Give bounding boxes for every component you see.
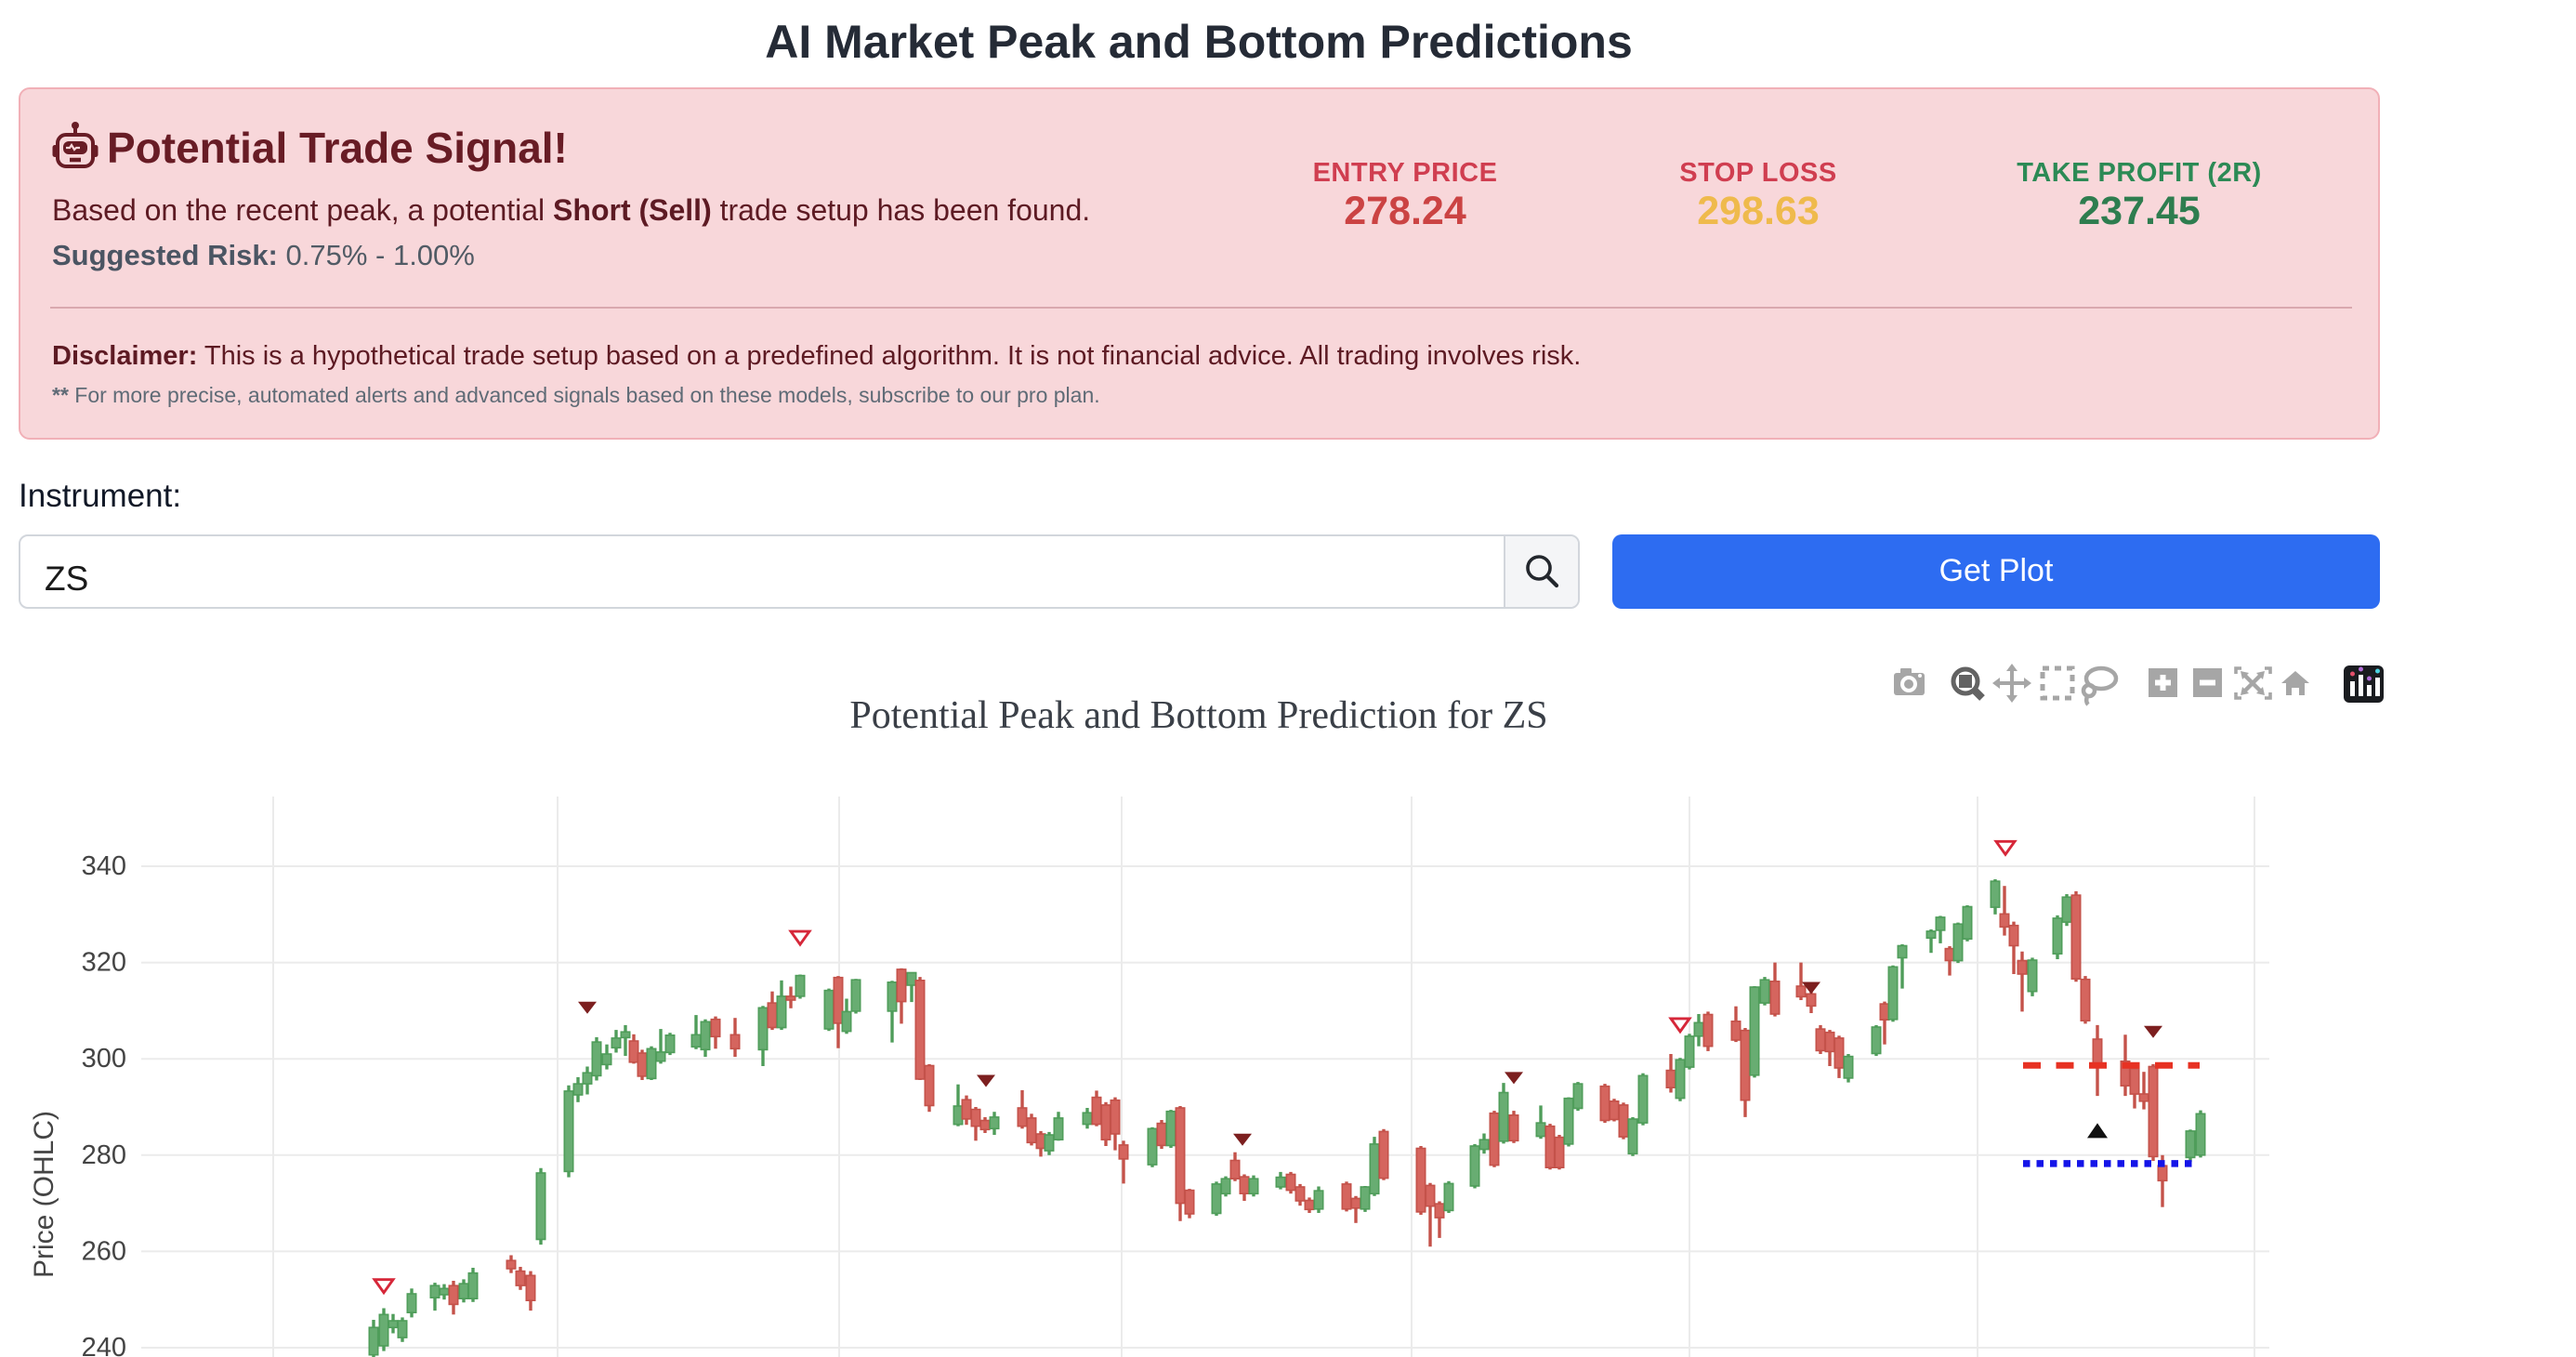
svg-text:Potential Peak and Bottom Pred: Potential Peak and Bottom Prediction for… [849,694,1547,737]
svg-text:240: 240 [82,1333,126,1357]
svg-text:340: 340 [82,851,126,881]
svg-text:300: 300 [82,1044,126,1074]
svg-text:Price (OHLC): Price (OHLC) [29,1111,59,1278]
svg-text:320: 320 [82,948,126,978]
svg-text:260: 260 [82,1236,126,1266]
svg-text:280: 280 [82,1140,126,1170]
